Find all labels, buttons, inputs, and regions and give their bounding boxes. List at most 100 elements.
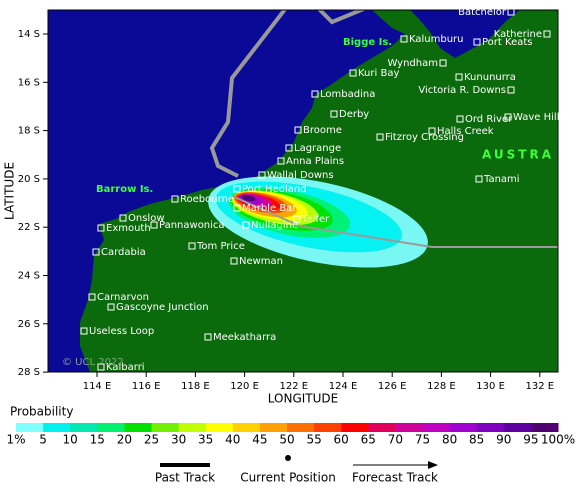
level-label: 30 (171, 433, 186, 447)
place-marker (204, 333, 212, 341)
place-marker (428, 127, 436, 135)
x-tick-label: 122 E (280, 381, 309, 392)
place-marker (97, 363, 105, 371)
color-swatch (259, 423, 288, 432)
place-marker (349, 69, 357, 77)
place-label: Anna Plains (286, 156, 344, 167)
forecast-track-line (231, 195, 558, 248)
color-swatch (16, 423, 44, 432)
place-label: Batchelor (458, 7, 507, 18)
place-marker (439, 59, 447, 67)
place-label: Tanami (483, 174, 520, 185)
place-label: Halls Creek (437, 126, 494, 137)
place-label: Kalumburu (409, 34, 464, 45)
axes: 114 E 116 E 118 E 120 E 122 E 124 E 126 E 128 E… (18, 29, 554, 392)
place-label: Lombadina (320, 89, 375, 100)
color-swatch (503, 423, 532, 432)
place-marker (504, 113, 512, 121)
color-swatch (530, 423, 559, 432)
y-tick-label: 26 S (18, 319, 40, 330)
x-axis-label: LONGITUDE (268, 392, 338, 406)
level-label: 100% (541, 433, 575, 447)
y-tick-label: 20 S (18, 174, 40, 185)
level-label: 60 (334, 433, 349, 447)
place-marker (400, 35, 408, 43)
y-tick-label: 28 S (18, 367, 40, 378)
place-label: Kuri Bay (358, 68, 399, 79)
place-label: Wallal Downs (267, 170, 334, 181)
place-label: Nullagine (251, 220, 298, 231)
place-label: Kalbarri (106, 362, 145, 373)
x-tick-label: 132 E (526, 381, 555, 392)
color-swatch (395, 423, 423, 432)
level-label: 35 (198, 433, 213, 447)
place-label: Port Hedland (242, 184, 307, 195)
level-label: 95 (523, 433, 538, 447)
place-marker (233, 204, 241, 212)
legend-key-label: Current Position (240, 471, 336, 485)
places: Batchelor Katherine Kalumburu Port Keats Wyn… (80, 7, 559, 373)
level-label: 75 (415, 433, 430, 447)
current-position-key (285, 455, 291, 461)
legend-key-label: Forecast Track (352, 471, 438, 485)
place-label: Broome (303, 125, 342, 136)
legend-title: Probability (10, 405, 73, 419)
color-swatch (124, 423, 152, 432)
x-tick-label: 114 E (83, 381, 112, 392)
color-swatch (341, 423, 369, 432)
region-label: Barrow Is. (96, 184, 153, 195)
level-label: 80 (442, 433, 457, 447)
place-marker (311, 90, 319, 98)
level-label: 55 (306, 433, 321, 447)
place-marker (119, 214, 127, 222)
place-marker (475, 175, 483, 183)
color-swatch (43, 423, 71, 432)
place-label: Useless Loop (89, 326, 154, 337)
place-marker (233, 185, 241, 193)
level-label: 40 (225, 433, 240, 447)
place-marker (285, 144, 293, 152)
place-label: Derby (339, 109, 369, 120)
place-marker (188, 242, 196, 250)
place-label: Newman (239, 256, 283, 267)
x-tick-label: 124 E (329, 381, 358, 392)
place-marker (456, 115, 464, 123)
y-tick-label: 14 S (18, 29, 40, 40)
place-marker (80, 327, 88, 335)
place-label: Fitzroy Crossing (385, 132, 464, 143)
place-label: Pannawonica (159, 220, 225, 231)
legend-key-label: Past Track (155, 471, 215, 485)
color-swatch (476, 423, 505, 432)
y-tick-label: 24 S (18, 271, 40, 282)
level-label: 70 (388, 433, 403, 447)
x-tick-label: 128 E (427, 381, 456, 392)
color-swatch (422, 423, 451, 432)
color-swatch (70, 423, 98, 432)
place-label: Onslow (128, 213, 165, 224)
place-marker (294, 126, 302, 134)
place-label: Katherine (494, 29, 542, 40)
place-marker (507, 86, 515, 94)
place-marker (150, 221, 158, 229)
y-axis-label: LATITUDE (3, 162, 17, 220)
place-label: Telfer (301, 214, 330, 225)
place-label: Kununurra (464, 72, 516, 83)
place-marker (171, 195, 179, 203)
place-label: Wave Hill (513, 112, 559, 123)
place-marker (543, 30, 551, 38)
y-tick-label: 16 S (18, 77, 40, 88)
region-label: AUSTRA (482, 148, 554, 162)
place-marker (277, 157, 285, 165)
level-label: 45 (252, 433, 267, 447)
place-marker (293, 215, 301, 223)
place-marker (258, 171, 266, 179)
x-tick-label: 126 E (378, 381, 407, 392)
place-marker (230, 257, 238, 265)
place-label: Tom Price (196, 241, 245, 252)
color-swatch (449, 423, 478, 432)
color-swatch (151, 423, 180, 432)
place-marker (330, 110, 338, 118)
